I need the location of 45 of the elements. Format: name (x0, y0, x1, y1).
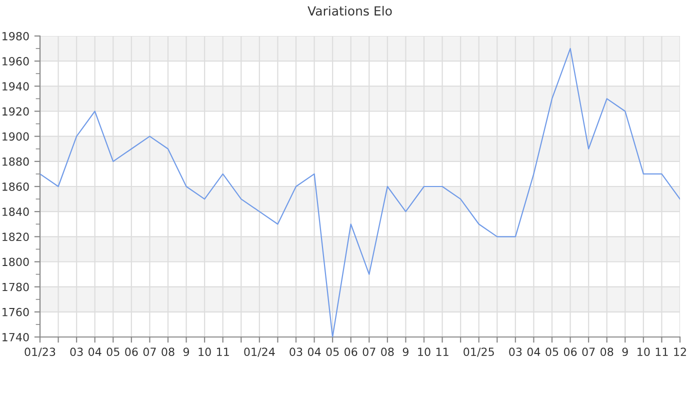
x-tick-label: 01/25 (464, 348, 494, 357)
x-tick-label: 07 (362, 348, 376, 356)
x-tick-label: 05 (546, 348, 558, 356)
x-tick-label: 01/24 (244, 348, 275, 357)
x-tick-label: 05 (106, 348, 120, 356)
x-tick-label: 9 (183, 348, 190, 356)
x-tick-label: 03 (290, 348, 302, 356)
y-tick-label: 1880 (2, 157, 29, 166)
y-tick-label: 1760 (2, 308, 29, 316)
x-tick-label: 10 (198, 348, 211, 356)
y-tick-label: 1920 (2, 107, 29, 116)
x-tick-label: 06 (125, 348, 138, 356)
x-tick-label: 06 (564, 348, 577, 356)
x-tick-label: 03 (70, 348, 83, 356)
x-tick-label: 06 (344, 348, 358, 356)
x-tick-label: 01/23 (24, 348, 56, 357)
x-tick-label: 07 (582, 348, 595, 356)
x-tick-label: 10 (638, 348, 650, 356)
chart-title: Variations Elo (308, 6, 392, 16)
x-tick-label: 11 (656, 348, 668, 356)
x-tick-label: 08 (600, 348, 614, 356)
x-tick-label: 9 (402, 348, 408, 356)
y-tick-label: 1860 (2, 182, 29, 191)
y-tick-label: 1980 (2, 32, 29, 40)
y-tick-label: 1960 (2, 57, 29, 66)
y-tick-label: 1800 (2, 258, 29, 266)
x-tick-label: 08 (381, 348, 394, 356)
y-tick-label: 1740 (2, 332, 29, 342)
x-tick-label: 04 (308, 348, 321, 356)
y-tick-label: 1940 (2, 82, 29, 91)
x-tick-label: 11 (436, 348, 448, 356)
x-tick-label: 03 (509, 348, 522, 356)
x-tick-label: 08 (162, 348, 174, 356)
y-tick-label: 1900 (2, 132, 29, 141)
y-tick-label: 1780 (2, 282, 29, 292)
x-tick-label: 11 (217, 348, 229, 356)
y-tick-label: 1820 (2, 232, 29, 242)
x-tick-label: 04 (88, 348, 102, 356)
y-tick-label: 1840 (2, 208, 29, 216)
x-tick-label: 9 (622, 348, 628, 356)
x-tick-label: 12 (674, 348, 686, 356)
x-tick-label: 04 (527, 348, 540, 356)
x-tick-label: 07 (143, 348, 156, 356)
x-tick-label: 05 (326, 348, 339, 356)
x-tick-label: 10 (418, 348, 430, 356)
